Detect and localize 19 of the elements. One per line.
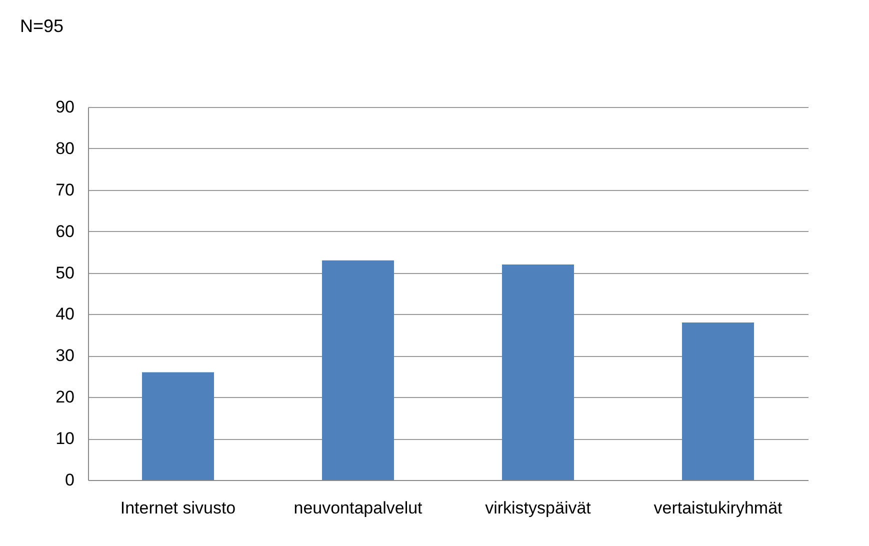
y-tick-label: 30 [56, 346, 74, 366]
x-tick-label: neuvontapalvelut [294, 498, 423, 518]
x-tick-label: vertaistukiryhmät [654, 498, 783, 518]
x-tick-label: virkistyspäivät [485, 498, 592, 518]
bar [322, 260, 394, 480]
bar [682, 322, 754, 480]
y-tick-label: 10 [56, 429, 74, 448]
y-tick-label: 0 [65, 470, 74, 490]
y-tick-label: 80 [56, 138, 74, 158]
bar [502, 264, 574, 480]
y-tick-label: 60 [56, 222, 74, 241]
y-tick-label: 50 [56, 263, 74, 282]
bar [142, 372, 214, 480]
y-tick-label: 20 [56, 388, 74, 407]
y-tick-label: 70 [56, 180, 74, 200]
x-tick-label: Internet sivusto [120, 498, 236, 518]
y-tick-label: 90 [56, 98, 74, 116]
chart-title: N=95 [20, 16, 64, 36]
y-tick-label: 40 [56, 304, 74, 324]
